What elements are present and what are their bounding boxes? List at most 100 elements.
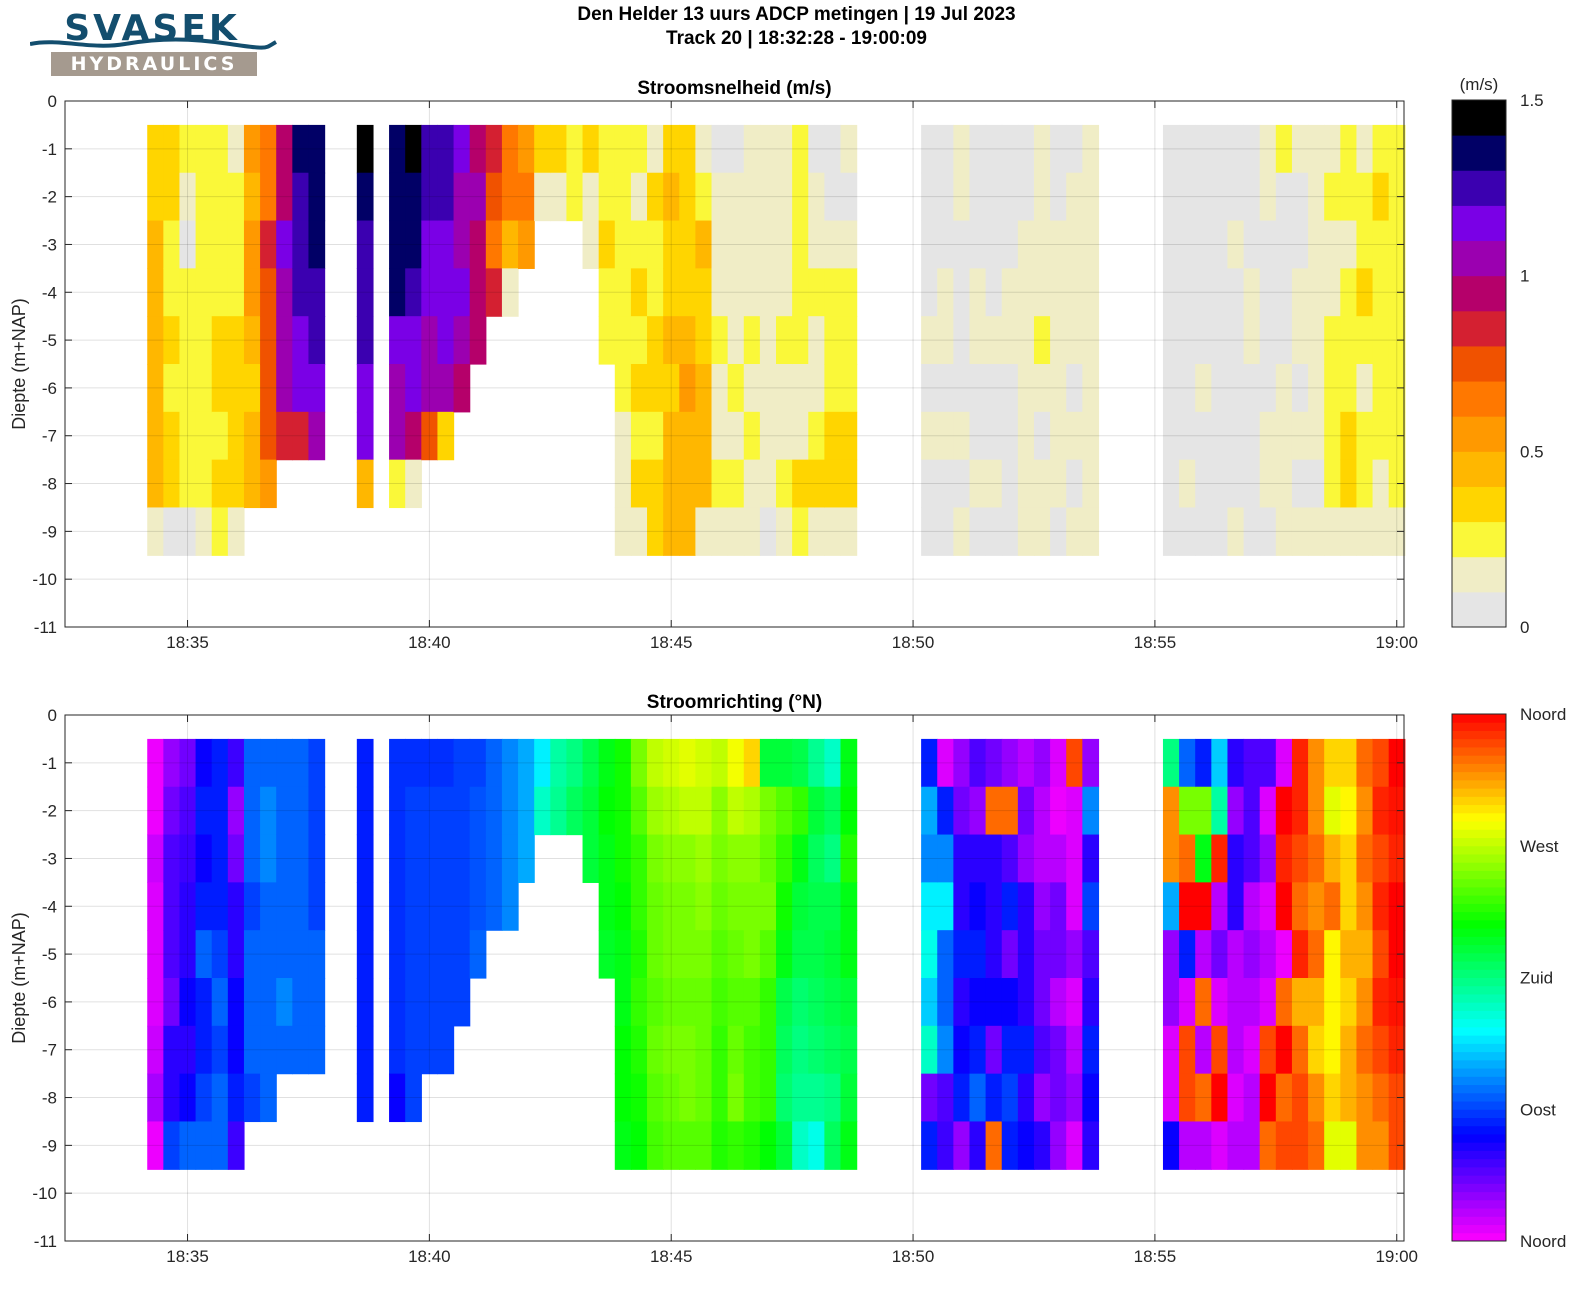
- heatmap-cell: [937, 882, 954, 931]
- heatmap-cell: [711, 507, 729, 556]
- y-tick-label: -10: [32, 1184, 57, 1203]
- heatmap-cell: [1082, 786, 1100, 836]
- heatmap-cell: [630, 978, 648, 1027]
- heatmap-cell: [776, 124, 793, 174]
- heatmap-cell: [1195, 172, 1212, 222]
- heatmap-cell: [485, 738, 503, 788]
- heatmap-cell: [1195, 1121, 1212, 1170]
- heatmap-cell: [1291, 124, 1309, 174]
- heatmap-cell: [405, 1073, 422, 1123]
- heatmap-cell: [1179, 364, 1196, 413]
- heatmap-cell: [630, 786, 648, 836]
- heatmap-cell: [356, 172, 374, 222]
- heatmap-cell: [1243, 1073, 1261, 1123]
- heatmap-cell: [647, 978, 664, 1027]
- heatmap-cell: [969, 786, 987, 836]
- heatmap-cell: [1275, 786, 1293, 836]
- heatmap-cell: [292, 738, 310, 788]
- heatmap-cell: [179, 316, 197, 365]
- heatmap-cell: [1001, 834, 1019, 883]
- colorbar-swatch: [1452, 944, 1506, 954]
- heatmap-cell: [163, 1025, 181, 1075]
- y-tick-label: -8: [42, 1089, 57, 1108]
- colorbar-swatch: [1452, 821, 1506, 830]
- heatmap-cell: [679, 411, 696, 461]
- heatmap-cell: [211, 124, 229, 174]
- heatmap-cell: [1050, 268, 1067, 317]
- heatmap-cell: [1227, 172, 1245, 222]
- svasek-logo: SVASEK HYDRAULICS: [29, 8, 280, 80]
- heatmap-cell: [840, 786, 858, 836]
- heatmap-cell: [501, 268, 519, 317]
- heatmap-cell: [840, 124, 858, 174]
- heatmap-cell: [1259, 882, 1277, 931]
- heatmap-cell: [679, 930, 696, 979]
- heatmap-cell: [243, 364, 261, 413]
- heatmap-cell: [437, 834, 455, 883]
- heatmap-cell: [630, 268, 648, 317]
- heatmap-cell: [1082, 220, 1100, 269]
- heatmap-cell: [1082, 882, 1100, 931]
- colorbar-swatch: [1452, 845, 1506, 855]
- heatmap-cell: [1066, 1073, 1083, 1123]
- heatmap-cell: [1340, 1073, 1358, 1123]
- colorbar-swatch: [1452, 796, 1506, 806]
- heatmap-cell: [1211, 930, 1229, 979]
- heatmap-cell: [614, 124, 632, 174]
- heatmap-cell: [227, 1025, 245, 1075]
- heatmap-cell: [1356, 459, 1374, 509]
- heatmap-cell: [147, 507, 164, 556]
- heatmap-cell: [630, 1073, 648, 1123]
- heatmap-cell: [985, 1025, 1003, 1075]
- heatmap-cell: [211, 930, 229, 979]
- heatmap-cell: [630, 316, 648, 365]
- heatmap-cell: [1324, 882, 1341, 931]
- heatmap-cell: [1211, 411, 1229, 461]
- heatmap-cell: [921, 786, 938, 836]
- heatmap-cell: [792, 316, 809, 365]
- colorbar-swatch: [1452, 1199, 1506, 1209]
- heatmap-cell: [1211, 1025, 1229, 1075]
- heatmap-cell: [1082, 978, 1100, 1027]
- heatmap-cell: [1372, 834, 1390, 883]
- heatmap-cell: [647, 220, 664, 269]
- heatmap-cell: [453, 930, 471, 979]
- heatmap-cell: [1259, 738, 1277, 788]
- heatmap-cell: [824, 882, 842, 931]
- heatmap-cell: [179, 834, 197, 883]
- heatmap-cell: [582, 738, 600, 788]
- heatmap-cell: [1050, 172, 1067, 222]
- heatmap-cell: [566, 738, 584, 788]
- heatmap-cell: [1195, 411, 1212, 461]
- heatmap-cell: [679, 1025, 696, 1075]
- heatmap-cell: [1324, 738, 1341, 788]
- heatmap-cell: [437, 172, 455, 222]
- heatmap-cell: [969, 1025, 987, 1075]
- heatmap-cell: [1372, 1121, 1390, 1170]
- heatmap-cell: [1211, 786, 1229, 836]
- heatmap-cell: [776, 364, 793, 413]
- heatmap-cell: [824, 738, 842, 788]
- heatmap-cell: [292, 124, 310, 174]
- heatmap-cell: [743, 1025, 761, 1075]
- colorbar-tick-label: 0.5: [1520, 442, 1544, 461]
- heatmap-cell: [1033, 459, 1051, 509]
- heatmap-cell: [663, 1121, 680, 1170]
- heatmap-cell: [598, 172, 616, 222]
- heatmap-cell: [1017, 459, 1035, 509]
- colorbar-swatch: [1452, 1026, 1506, 1036]
- heatmap-cell: [1179, 786, 1196, 836]
- heatmap-cell: [679, 507, 696, 556]
- heatmap-cell: [195, 172, 213, 222]
- heatmap-cell: [453, 172, 471, 222]
- heatmap-cell: [292, 1025, 310, 1075]
- heatmap-cell: [1050, 738, 1067, 788]
- heatmap-cell: [1082, 1073, 1100, 1123]
- heatmap-cell: [1275, 882, 1293, 931]
- heatmap-cell: [1082, 1121, 1100, 1170]
- heatmap-cell: [1340, 411, 1358, 461]
- colorbar-swatch: [1452, 381, 1506, 417]
- heatmap-cell: [1372, 978, 1390, 1027]
- colorbar-tick-label: 1: [1520, 267, 1529, 286]
- colorbar-swatch: [1452, 928, 1506, 937]
